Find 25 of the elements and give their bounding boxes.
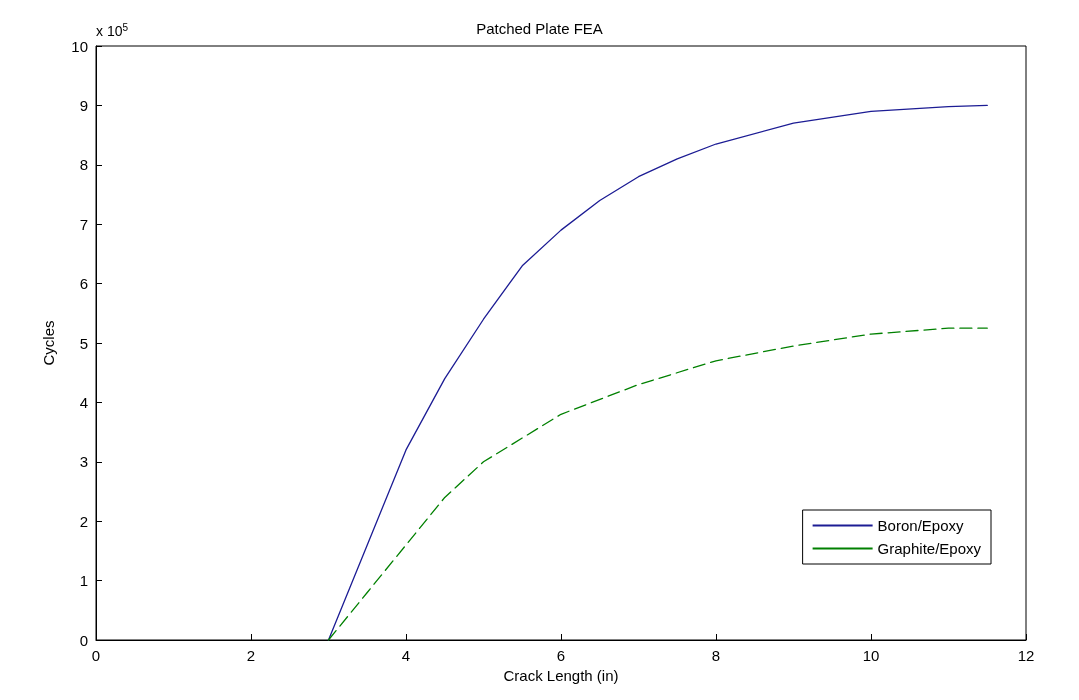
x-tick-label: 4 (401, 647, 411, 664)
y-tick-label: 9 (79, 96, 88, 114)
x-tick-label: 8 (711, 647, 721, 664)
y-tick-label: 1 (79, 572, 88, 590)
x-tick-label: 10 (862, 647, 880, 664)
y-tick-label: 6 (79, 275, 88, 293)
y-tick-label: 5 (79, 334, 88, 352)
y-tick-label: 7 (79, 215, 88, 233)
line-series (327, 104, 988, 641)
y-tick-label: 8 (79, 156, 88, 174)
x-tick-label: 12 (1017, 647, 1035, 664)
line-series (327, 327, 988, 641)
legend-label: Graphite/Epoxy (877, 540, 982, 557)
x-tick-label: 2 (246, 647, 256, 664)
legend-label: Boron/Epoxy (877, 517, 964, 534)
y-axis-title: Cycles (40, 320, 57, 366)
y-tick-label: 0 (79, 631, 88, 649)
x-tick-label: 0 (91, 647, 101, 664)
chart-title: Patched Plate FEA (476, 20, 603, 37)
x-axis-title: Crack Length (in) (503, 667, 619, 684)
y-tick-label: 2 (79, 512, 88, 530)
y-tick-label: 3 (79, 453, 88, 471)
y-tick-label: 10 (71, 37, 88, 55)
x-tick-label: 6 (556, 647, 566, 664)
y-tick-label: 4 (79, 393, 88, 411)
